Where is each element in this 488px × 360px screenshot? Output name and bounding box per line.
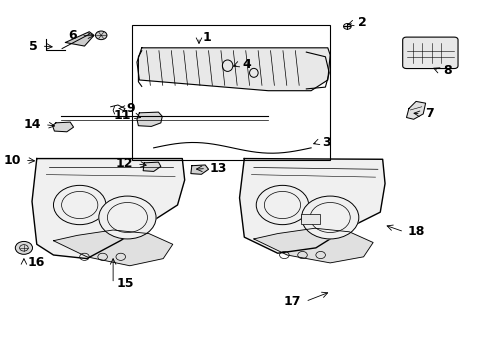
Polygon shape <box>32 158 184 258</box>
Text: 16: 16 <box>28 256 45 269</box>
Polygon shape <box>137 48 329 91</box>
Circle shape <box>15 242 32 254</box>
Text: 5: 5 <box>29 40 38 53</box>
Circle shape <box>256 185 308 225</box>
Text: 7: 7 <box>424 107 432 120</box>
Polygon shape <box>143 162 161 171</box>
Polygon shape <box>406 102 425 119</box>
Circle shape <box>53 185 106 225</box>
Polygon shape <box>53 230 172 266</box>
Text: 18: 18 <box>407 225 425 238</box>
Polygon shape <box>253 228 372 263</box>
Text: 8: 8 <box>442 64 450 77</box>
Text: 11: 11 <box>113 109 130 122</box>
Text: 9: 9 <box>126 102 135 115</box>
Text: 2: 2 <box>357 16 366 29</box>
Text: 3: 3 <box>322 136 330 149</box>
Text: 4: 4 <box>242 58 251 71</box>
Polygon shape <box>137 112 162 126</box>
Circle shape <box>301 196 358 239</box>
Polygon shape <box>65 32 94 46</box>
FancyBboxPatch shape <box>402 37 457 68</box>
Circle shape <box>95 31 107 40</box>
Text: 17: 17 <box>284 295 301 308</box>
Bar <box>132 24 329 160</box>
Text: 1: 1 <box>203 31 211 44</box>
Polygon shape <box>52 122 73 132</box>
Text: 10: 10 <box>3 154 21 167</box>
Text: 14: 14 <box>23 118 41 131</box>
Polygon shape <box>239 158 384 253</box>
Bar <box>300 213 319 224</box>
Text: 13: 13 <box>209 162 227 175</box>
Text: 12: 12 <box>116 157 133 170</box>
Polygon shape <box>190 165 208 174</box>
Text: 6: 6 <box>69 29 77 42</box>
Circle shape <box>99 196 156 239</box>
Text: 15: 15 <box>117 277 134 290</box>
